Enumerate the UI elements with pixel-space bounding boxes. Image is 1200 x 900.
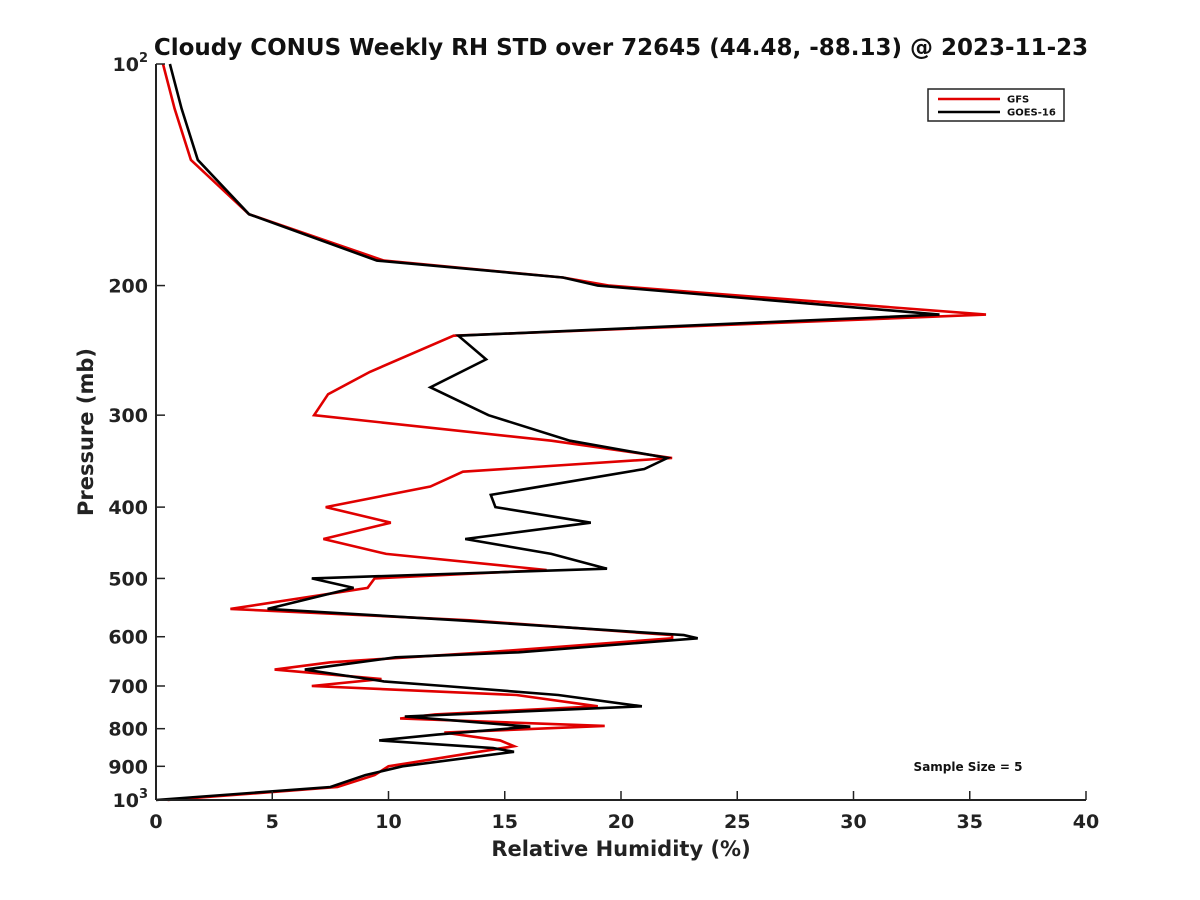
x-tick-label: 30 [840, 811, 866, 833]
legend-label: GOES-16 [1007, 108, 1056, 119]
x-ticks: 0 5 10 15 20 25 30 35 40 [149, 791, 1099, 833]
y-ticks: 102 200 300 400 500 600 700 800 900 103 [108, 51, 165, 812]
x-axis-label: Relative Humidity (%) [491, 837, 750, 861]
series-line-goes-16 [155, 63, 940, 802]
y-tick-label: 700 [108, 676, 148, 698]
x-tick-label: 5 [266, 811, 279, 833]
y-tick-label: 102 [113, 51, 149, 76]
x-tick-label: 15 [492, 811, 518, 833]
legend: GFS GOES-16 [927, 88, 1065, 122]
x-tick-label: 10 [375, 811, 401, 833]
plot-area-frame [156, 64, 1086, 800]
y-tick-label: 400 [108, 497, 148, 519]
legend-box [927, 88, 1065, 122]
y-tick-label: 500 [108, 568, 148, 590]
legend-label: GFS [1007, 95, 1029, 106]
x-tick-label: 0 [149, 811, 162, 833]
x-tick-label: 25 [724, 811, 750, 833]
y-tick-label: 200 [108, 276, 148, 298]
y-tick-label: 800 [108, 719, 148, 741]
y-axis-label: Pressure (mb) [74, 348, 98, 516]
y-tick-label: 900 [108, 756, 148, 778]
y-tick-label: 103 [113, 787, 149, 812]
x-tick-label: 20 [608, 811, 634, 833]
y-tick-label: 600 [108, 627, 148, 649]
series-line-gfs [161, 63, 987, 802]
x-tick-label: 35 [957, 811, 983, 833]
y-tick-label: 300 [108, 405, 148, 427]
series-layer [155, 63, 987, 802]
sample-size-annotation: Sample Size = 5 [914, 760, 1023, 774]
x-tick-label: 40 [1073, 811, 1099, 833]
chart-title: Cloudy CONUS Weekly RH STD over 72645 (4… [154, 35, 1088, 61]
